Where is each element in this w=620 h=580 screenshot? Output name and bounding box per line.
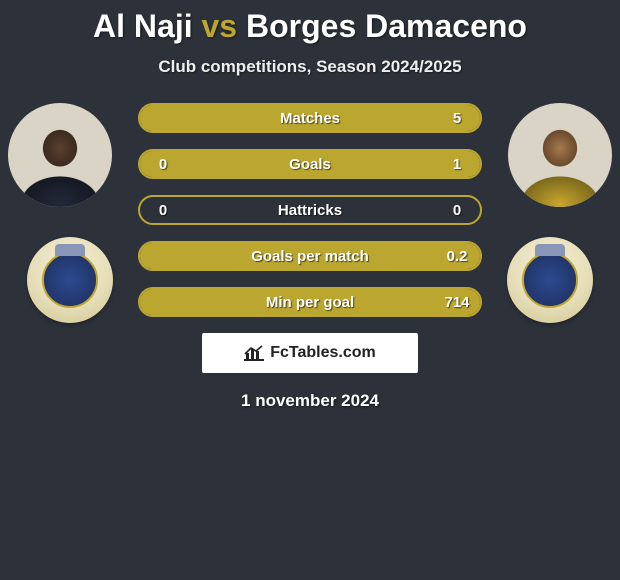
comparison-content: Matches 5 0 Goals 1 0 Hattricks 0 Goals … [0, 103, 620, 411]
stat-right-value: 5 [434, 110, 480, 127]
bar-chart-icon [244, 345, 264, 361]
stat-label: Min per goal [186, 294, 434, 311]
brand-box: FcTables.com [202, 333, 418, 373]
stat-label: Goals per match [186, 248, 434, 265]
player1-name: Al Naji [93, 8, 193, 44]
stat-row: Matches 5 [138, 103, 482, 133]
stat-left-value: 0 [140, 202, 186, 219]
header: Al Naji vs Borges Damaceno Club competit… [0, 0, 620, 77]
stat-row: Min per goal 714 [138, 287, 482, 317]
player-silhouette-icon [520, 123, 600, 207]
stat-row: Goals per match 0.2 [138, 241, 482, 271]
stat-label: Hattricks [186, 202, 434, 219]
stat-right-value: 0.2 [434, 248, 480, 265]
player2-avatar [508, 103, 612, 207]
player2-name: Borges Damaceno [246, 8, 527, 44]
club-crest-icon [42, 252, 98, 308]
club-crest-icon [522, 252, 578, 308]
date-label: 1 november 2024 [0, 391, 620, 411]
player1-avatar [8, 103, 112, 207]
subtitle: Club competitions, Season 2024/2025 [0, 57, 620, 77]
stat-row: 0 Hattricks 0 [138, 195, 482, 225]
brand-label: FcTables.com [270, 344, 376, 362]
stat-right-value: 0 [434, 202, 480, 219]
vs-label: vs [202, 8, 238, 44]
player-silhouette-icon [20, 123, 100, 207]
stat-row: 0 Goals 1 [138, 149, 482, 179]
player2-club-crest [507, 237, 593, 323]
player1-club-crest [27, 237, 113, 323]
stat-left-value: 0 [140, 156, 186, 173]
page-title: Al Naji vs Borges Damaceno [0, 8, 620, 45]
stats-list: Matches 5 0 Goals 1 0 Hattricks 0 Goals … [138, 103, 482, 317]
stat-label: Matches [186, 110, 434, 127]
stat-right-value: 714 [434, 294, 480, 311]
stat-label: Goals [186, 156, 434, 173]
stat-right-value: 1 [434, 156, 480, 173]
